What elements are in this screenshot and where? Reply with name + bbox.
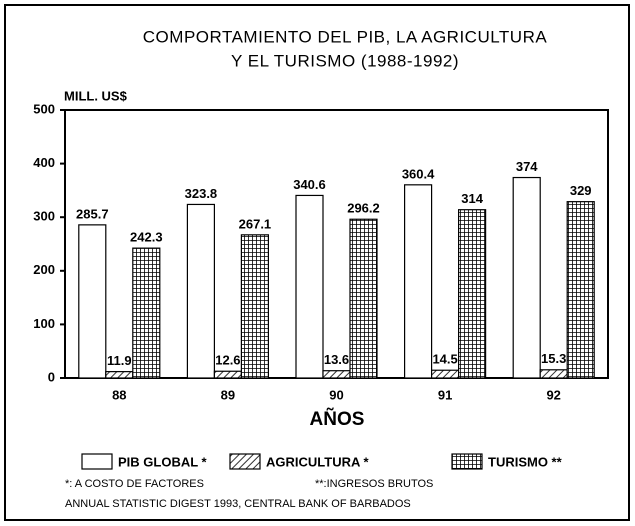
note: **:INGRESOS BRUTOS (315, 478, 433, 490)
legend-label: PIB GLOBAL * (118, 454, 208, 469)
value-label: 11.9 (107, 353, 132, 368)
chart-title: COMPORTAMIENTO DEL PIB, LA AGRICULTURA (143, 27, 548, 46)
value-label: 340.6 (293, 177, 326, 192)
value-label: 314 (461, 191, 483, 206)
value-label: 285.7 (76, 206, 109, 221)
bar (295, 194, 324, 379)
legend-label: TURISMO ** (488, 454, 563, 469)
bar (186, 203, 215, 379)
bar (512, 176, 541, 379)
bar (132, 247, 161, 379)
value-label: 323.8 (185, 186, 218, 201)
frame (4, 4, 630, 521)
value-label: 329 (570, 183, 592, 198)
x-tick-label: 88 (112, 387, 126, 402)
note: ANNUAL STATISTIC DIGEST 1993, CENTRAL BA… (65, 498, 411, 510)
y-tick-label: 400 (33, 155, 55, 170)
value-label: 242.3 (130, 230, 163, 245)
y-tick-label: 500 (33, 101, 55, 116)
value-label: 14.5 (432, 352, 457, 367)
bar (213, 370, 242, 379)
value-label: 13.6 (324, 352, 349, 367)
bar (458, 209, 487, 379)
y-tick-label: 300 (33, 209, 55, 224)
bar (105, 371, 134, 379)
bar (322, 370, 351, 379)
value-label: 15.3 (541, 351, 566, 366)
y-axis-label: MILL. US$ (64, 88, 128, 103)
x-tick-label: 92 (546, 387, 560, 402)
legend-label: AGRICULTURA * (266, 454, 369, 469)
bar (349, 218, 378, 379)
value-label: 296.2 (347, 201, 380, 216)
bar (240, 234, 269, 379)
chart-title: Y EL TURISMO (1988-1992) (231, 51, 459, 70)
legend-swatch (81, 453, 113, 470)
legend-swatch (451, 453, 483, 470)
x-axis-label: AÑOS (310, 408, 365, 430)
value-label: 360.4 (402, 166, 435, 181)
note: *: A COSTO DE FACTORES (65, 478, 204, 490)
value-label: 267.1 (239, 216, 272, 231)
x-tick-label: 90 (329, 387, 343, 402)
bar (404, 184, 433, 379)
bar (431, 369, 460, 379)
bar (566, 201, 595, 379)
bar (539, 369, 568, 379)
value-label: 374 (516, 159, 538, 174)
y-tick-label: 0 (48, 369, 55, 384)
value-label: 12.6 (215, 353, 240, 368)
bar (78, 224, 107, 379)
x-tick-label: 89 (221, 387, 235, 402)
x-tick-label: 91 (438, 387, 452, 402)
y-tick-label: 200 (33, 262, 55, 277)
y-tick-label: 100 (33, 316, 55, 331)
legend-swatch (229, 453, 261, 470)
